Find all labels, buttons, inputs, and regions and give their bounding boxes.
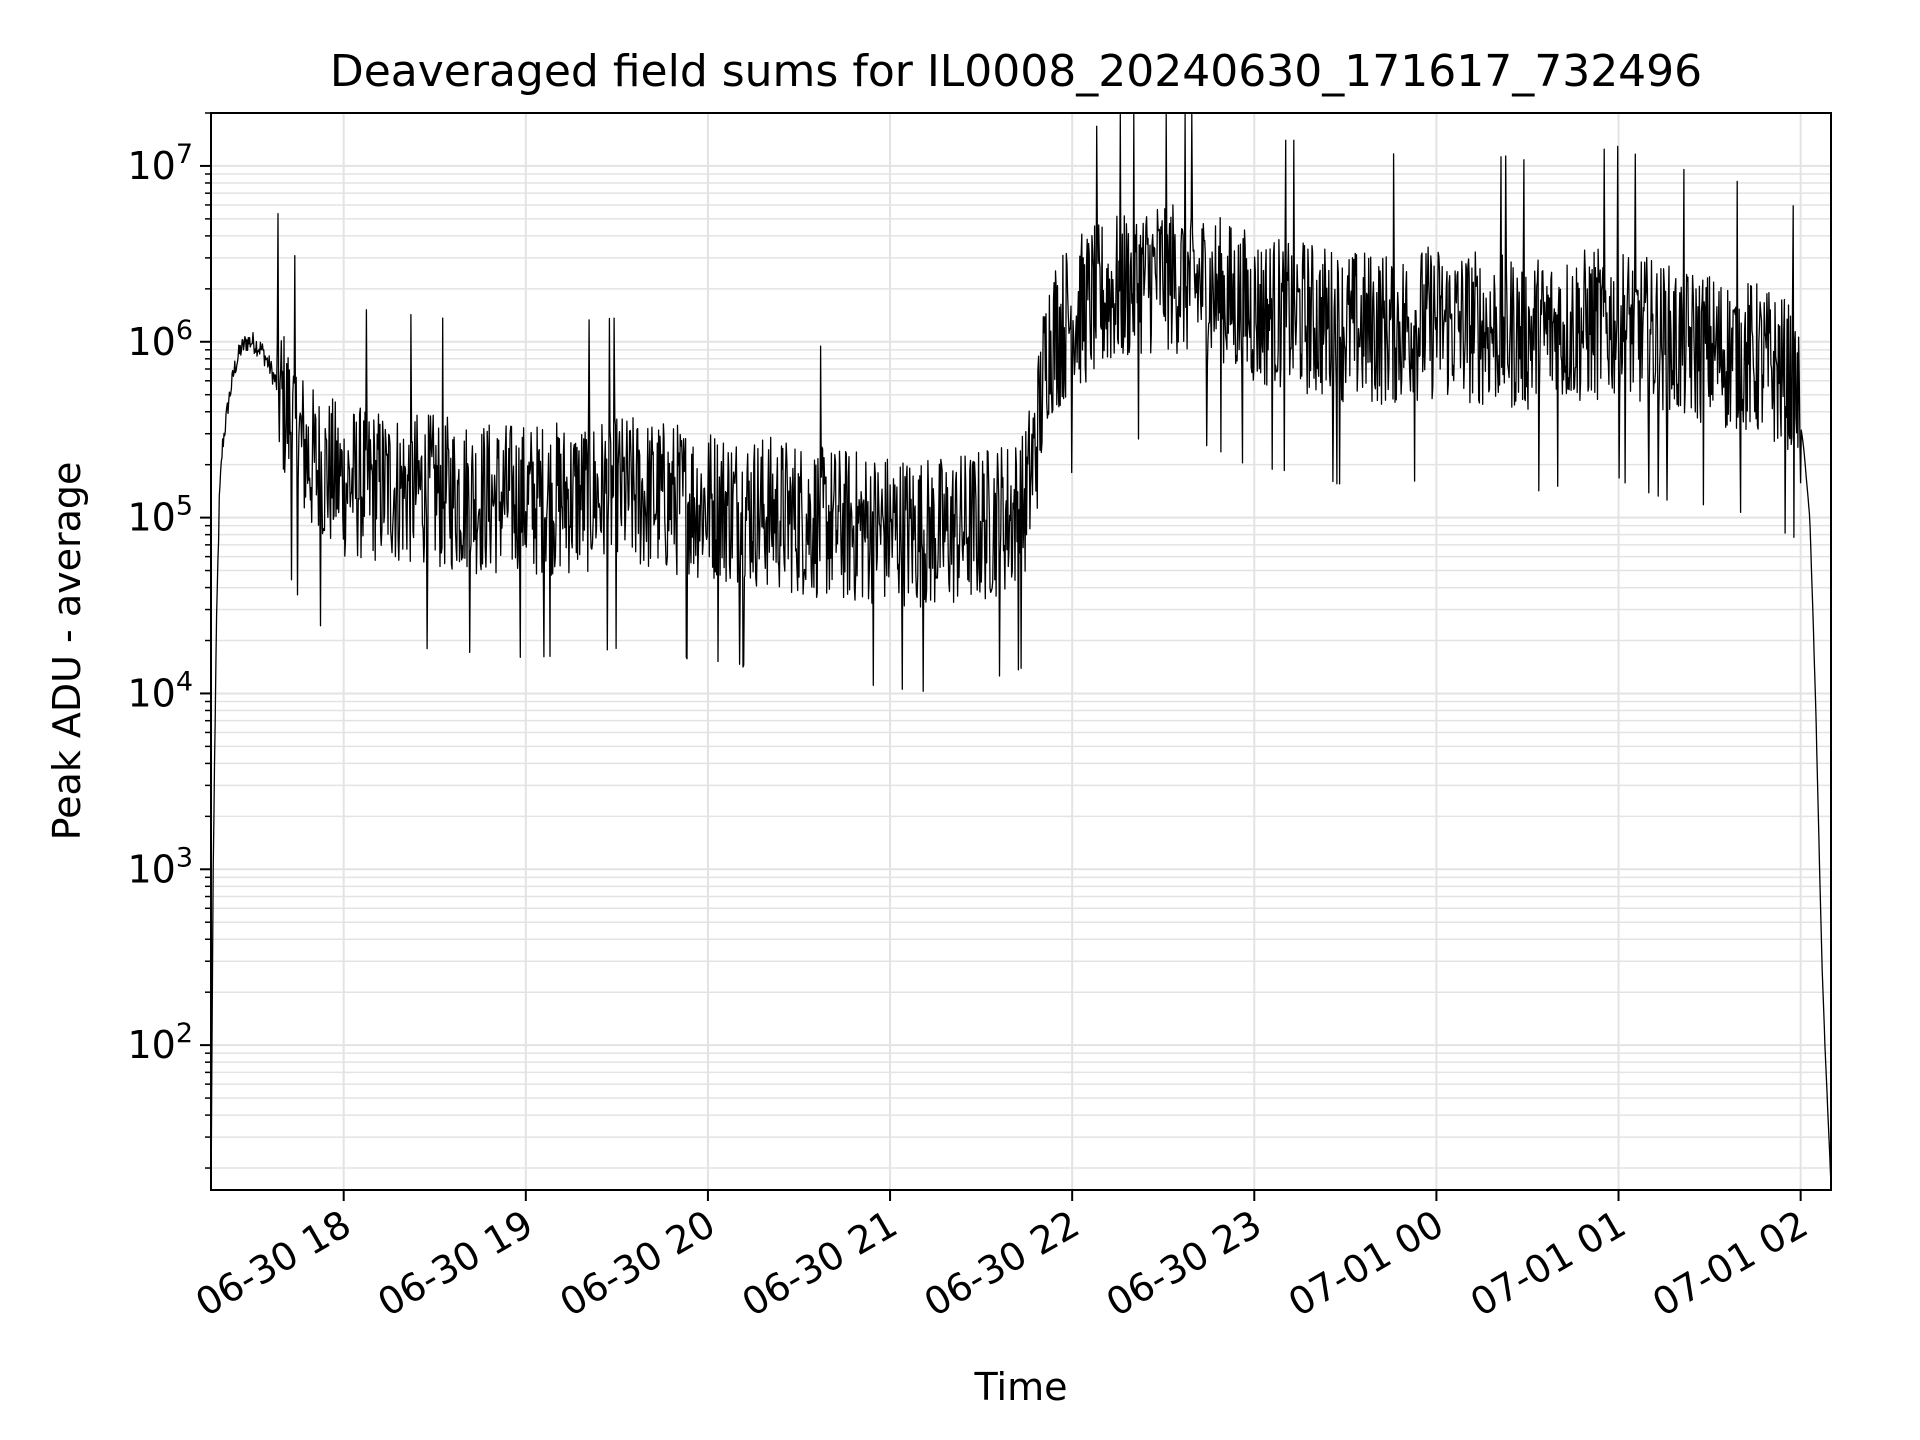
y-tick-label: 105 [127, 491, 193, 540]
y-tick-label: 102 [127, 1018, 193, 1067]
y-tick-label: 104 [127, 666, 193, 715]
series-line [210, 113, 1832, 1186]
y-tick-label: 103 [127, 842, 193, 891]
chart-title: Deaveraged field sums for IL0008_2024063… [330, 46, 1702, 97]
y-tick-label: 106 [127, 315, 193, 364]
grid [211, 112, 1831, 1190]
x-axis-label: Time [974, 1365, 1068, 1409]
plot-area [210, 113, 1832, 1186]
y-tick-label: 107 [127, 139, 193, 188]
plot-frame [210, 112, 1832, 1191]
y-axis: 102 103 104 105 106 107 [127, 112, 211, 1169]
y-axis-label: Peak ADU - average [45, 462, 89, 841]
